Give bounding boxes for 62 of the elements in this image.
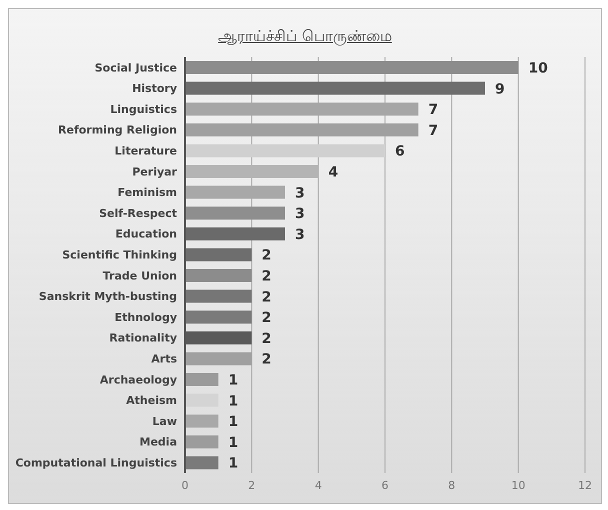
x-tick-label: 6 bbox=[382, 478, 388, 492]
data-label: 1 bbox=[228, 372, 238, 388]
data-label: 2 bbox=[262, 289, 272, 306]
bar bbox=[185, 227, 285, 240]
x-tick-label: 12 bbox=[578, 478, 592, 492]
bar bbox=[185, 310, 252, 324]
data-label: 1 bbox=[228, 456, 238, 472]
x-tick-label: 8 bbox=[448, 478, 456, 492]
y-tick-label: Periyar bbox=[132, 165, 178, 178]
data-label: 2 bbox=[262, 310, 272, 326]
y-tick-label: Literature bbox=[114, 144, 177, 158]
x-tick-label: 4 bbox=[314, 478, 322, 492]
bar bbox=[185, 456, 218, 470]
data-label: 2 bbox=[262, 248, 272, 264]
bar bbox=[185, 435, 218, 448]
y-tick-label: Computational Linguistics bbox=[15, 456, 178, 470]
y-tick-label: Trade Union bbox=[102, 269, 177, 282]
bar bbox=[185, 82, 485, 95]
bar bbox=[185, 61, 518, 74]
bar bbox=[185, 206, 285, 220]
x-tick-label: 0 bbox=[182, 478, 188, 492]
bar bbox=[185, 290, 252, 303]
data-label: 10 bbox=[528, 60, 548, 76]
y-tick-label: Scientific Thinking bbox=[62, 248, 177, 262]
y-tick-label: Reforming Religion bbox=[58, 124, 177, 137]
y-tick-label: Arts bbox=[151, 352, 178, 366]
data-label: 2 bbox=[262, 352, 272, 368]
bar bbox=[185, 248, 252, 262]
data-label: 3 bbox=[295, 185, 305, 202]
y-tick-label: Self-Respect bbox=[99, 206, 177, 220]
y-tick-label: Sanskrit Myth-busting bbox=[38, 290, 177, 304]
data-label: 3 bbox=[295, 226, 305, 243]
data-label: 7 bbox=[428, 102, 438, 118]
bar bbox=[185, 414, 218, 428]
x-tick-label: 10 bbox=[511, 478, 526, 492]
chart-title: ஆராய்ச்சிப் பொருண்மை bbox=[217, 26, 393, 48]
y-tick-label: Law bbox=[152, 414, 177, 428]
bar bbox=[185, 373, 218, 386]
data-label: 1 bbox=[228, 393, 238, 410]
bar bbox=[185, 269, 252, 282]
data-label: 1 bbox=[228, 414, 238, 430]
y-tick-label: Rationality bbox=[109, 332, 177, 345]
y-tick-label: Feminism bbox=[118, 186, 177, 200]
y-tick-label: Education bbox=[115, 228, 177, 241]
y-tick-label: Archaeology bbox=[100, 373, 177, 386]
bar bbox=[185, 394, 218, 407]
y-tick-label: Ethnology bbox=[114, 310, 177, 324]
bar bbox=[185, 144, 385, 158]
y-tick-label: Social Justice bbox=[94, 61, 177, 74]
y-tick-label: Media bbox=[140, 436, 177, 449]
y-tick-label: History bbox=[132, 82, 177, 96]
y-tick-label: Atheism bbox=[126, 394, 177, 408]
data-label: 1 bbox=[228, 434, 238, 451]
data-label: 6 bbox=[395, 144, 405, 160]
data-label: 2 bbox=[262, 268, 272, 284]
data-label: 3 bbox=[295, 206, 305, 222]
y-tick-label: Linguistics bbox=[110, 102, 178, 116]
data-label: 7 bbox=[428, 122, 438, 139]
data-label: 9 bbox=[495, 81, 505, 98]
data-label: 2 bbox=[262, 330, 272, 347]
data-label: 4 bbox=[328, 164, 338, 180]
x-tick-label: 2 bbox=[248, 478, 256, 492]
